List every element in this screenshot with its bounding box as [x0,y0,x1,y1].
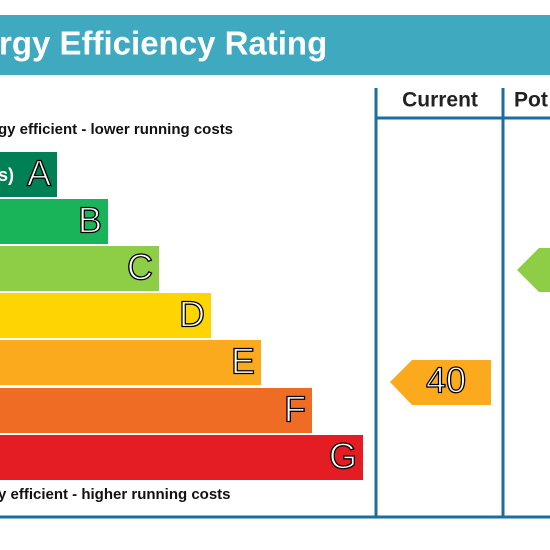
header-bar [0,15,550,75]
band-letter: G [329,436,357,477]
potential-header: Pot [514,89,548,112]
bottom-note: y efficient - higher running costs [0,486,231,503]
current-value: 40 [426,360,466,401]
potential-arrow [517,248,550,292]
band-letter: D [179,294,205,335]
current-arrow [390,360,491,405]
table-frame [0,88,550,519]
band-range: s) [0,165,14,185]
band [0,435,363,480]
title: rgy Efficiency Rating [0,25,327,62]
top-note: gy efficient - lower running costs [0,121,233,138]
band [0,152,57,197]
current-header: Current [402,89,478,112]
band-letter: B [78,200,102,241]
band-letter: E [231,341,255,382]
band-letter: A [27,153,51,194]
band-letter: C [127,247,153,288]
band [0,340,261,385]
band [0,246,159,291]
band [0,199,108,244]
band-letter: F [284,389,306,430]
band [0,293,211,338]
band [0,388,312,433]
